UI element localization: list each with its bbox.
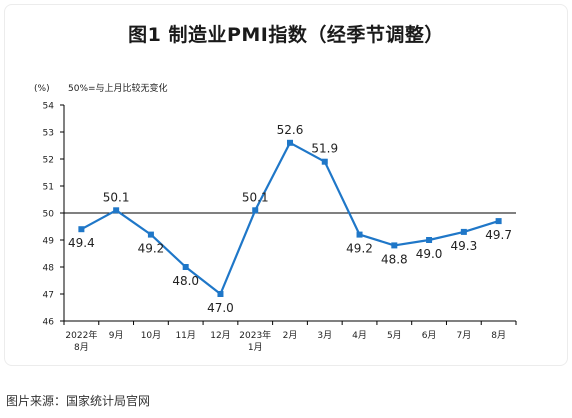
data-point-marker	[252, 207, 259, 214]
data-label: 50.1	[103, 190, 130, 204]
data-point-marker	[217, 291, 224, 297]
y-tick-label: 54	[43, 102, 55, 112]
data-label: 49.2	[346, 242, 373, 256]
data-label: 49.2	[138, 242, 165, 256]
data-point-marker	[287, 139, 293, 146]
y-axis-unit-label: (%)	[34, 84, 50, 94]
y-tick-label: 50	[43, 210, 55, 220]
x-tick-label: 1月	[248, 342, 263, 353]
x-tick-label: 6月	[422, 330, 437, 341]
data-label: 52.6	[277, 123, 304, 137]
data-label: 48.0	[172, 274, 199, 288]
data-point-marker	[460, 228, 467, 235]
x-tick-label: 4月	[352, 330, 367, 341]
x-tick-label: 2月	[283, 330, 298, 341]
chart-title: 图1 制造业PMI指数（经季节调整）	[128, 24, 444, 46]
chart-card	[4, 4, 568, 366]
x-tick-label: 8月	[74, 342, 89, 353]
data-label: 49.4	[68, 236, 95, 250]
image-source-caption: 图片来源：国家统计局官网	[6, 394, 151, 408]
y-tick-label: 47	[43, 291, 54, 301]
data-point-marker	[321, 158, 328, 165]
data-label: 48.8	[381, 252, 408, 266]
x-tick-label: 9月	[109, 330, 124, 341]
x-tick-label: 5月	[387, 330, 402, 341]
data-label: 49.3	[450, 239, 477, 253]
x-tick-label: 12月	[210, 330, 230, 341]
data-label: 51.9	[311, 142, 338, 156]
data-point-marker	[147, 231, 154, 238]
data-point-marker	[391, 242, 398, 249]
data-label: 49.0	[416, 247, 443, 261]
x-tick-label: 3月	[317, 330, 332, 341]
y-tick-label: 46	[43, 318, 55, 328]
data-point-marker	[113, 207, 120, 214]
y-tick-label: 53	[43, 129, 54, 139]
data-point-marker	[356, 231, 363, 238]
x-tick-label: 11月	[175, 330, 195, 341]
x-tick-label: 2022年	[65, 329, 97, 341]
data-label: 50.1	[242, 190, 269, 204]
x-tick-label: 10月	[141, 330, 161, 341]
y-tick-label: 51	[43, 183, 54, 193]
data-point-marker	[182, 264, 189, 270]
data-point-marker	[495, 218, 502, 225]
data-point-marker	[78, 226, 85, 233]
series-line	[80, 141, 499, 296]
x-tick-label: 2023年	[239, 329, 271, 341]
y-tick-label: 52	[43, 156, 54, 166]
x-tick-label: 8月	[491, 330, 506, 341]
y-tick-label: 48	[43, 264, 55, 274]
data-point-marker	[426, 237, 433, 243]
y-tick-label: 49	[43, 237, 55, 247]
chart-annotation: 50%=与上月比较无变化	[68, 82, 168, 94]
data-label: 47.0	[207, 301, 234, 315]
x-tick-label: 7月	[456, 330, 471, 341]
data-label: 49.7	[485, 228, 512, 242]
